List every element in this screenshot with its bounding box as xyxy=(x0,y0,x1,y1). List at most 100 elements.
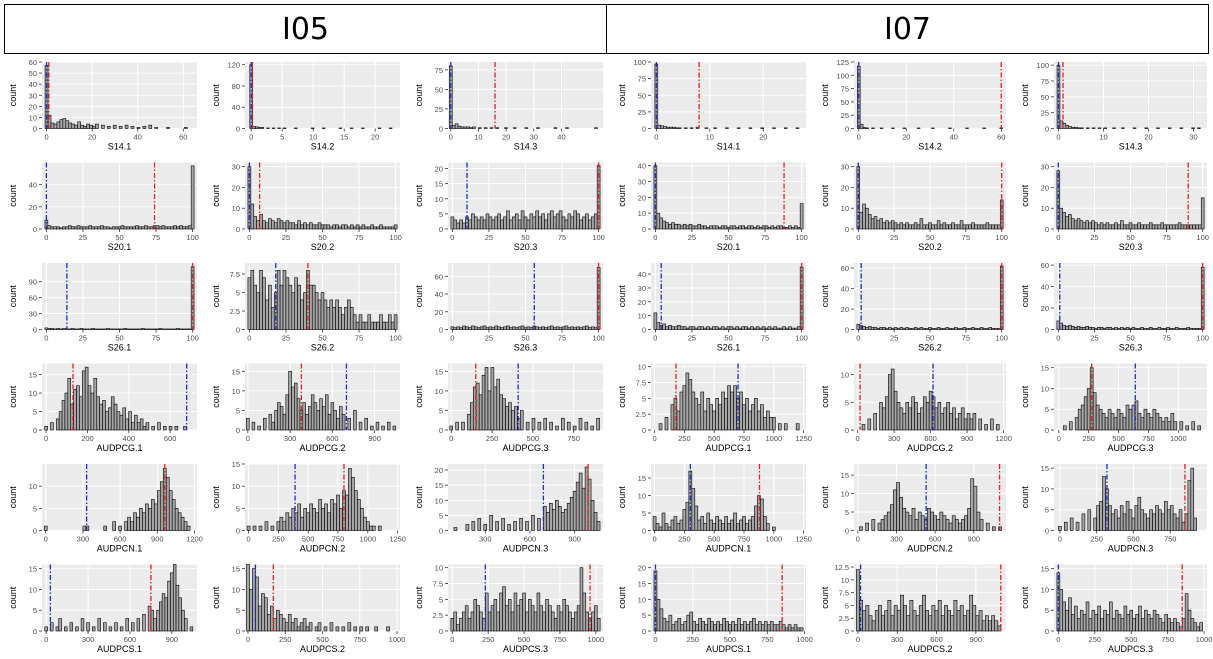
histogram-bar xyxy=(483,127,488,129)
histogram-bar xyxy=(303,222,307,230)
histogram-bar xyxy=(726,227,731,230)
histogram-bar xyxy=(697,404,702,431)
x-tick-label: 600 xyxy=(924,434,937,443)
histogram-bar xyxy=(279,406,284,431)
histogram-bar xyxy=(1173,421,1178,431)
x-tick-label: 20 xyxy=(371,133,379,142)
x-axis-label: AUDPCN.3 xyxy=(503,544,549,554)
x-tick-label: 600 xyxy=(114,535,127,544)
histogram-bar xyxy=(508,402,512,431)
histogram-bar xyxy=(1155,505,1159,531)
histogram-bar xyxy=(939,511,944,531)
histogram-bar xyxy=(668,223,672,230)
histogram-bar xyxy=(970,478,975,531)
histogram-bar xyxy=(299,622,304,632)
histogram-bar xyxy=(306,224,310,230)
y-tick-label: 5 xyxy=(439,406,443,415)
histogram-bar xyxy=(794,225,798,230)
histogram-bar xyxy=(318,499,322,531)
histogram-bar xyxy=(145,422,150,431)
histogram-bar xyxy=(1088,618,1093,632)
histogram-bar xyxy=(1172,224,1176,230)
histogram-bar xyxy=(523,216,528,230)
histogram-bar xyxy=(755,624,759,632)
y-axis-label: count xyxy=(820,285,830,308)
histogram-bar xyxy=(692,621,697,632)
histogram-bar xyxy=(591,611,595,632)
histogram-bar xyxy=(581,487,586,531)
histogram-bar xyxy=(891,127,895,129)
y-axis-label: count xyxy=(8,285,18,308)
histogram-bar xyxy=(1080,404,1085,431)
x-tick-label: 100 xyxy=(389,233,402,242)
histogram-bar xyxy=(1062,212,1066,230)
histogram-bar xyxy=(255,126,259,129)
histogram-bar xyxy=(467,618,472,632)
histogram-bar xyxy=(785,327,789,330)
histogram-bar xyxy=(119,414,124,431)
x-tick-label: 50 xyxy=(115,334,123,343)
histogram-bar xyxy=(91,328,95,330)
histogram-bar xyxy=(246,525,251,531)
histogram-bar xyxy=(928,222,932,230)
y-tick-label: 75 xyxy=(1041,77,1049,86)
histogram-bar xyxy=(513,592,518,632)
histogram-bar xyxy=(173,328,177,330)
histogram-bar xyxy=(893,222,898,230)
histogram-bar xyxy=(685,372,690,431)
histogram-bar xyxy=(1085,220,1089,230)
x-tick-label: 50 xyxy=(521,334,529,343)
histogram-bar xyxy=(76,225,81,230)
histogram-bar xyxy=(73,328,78,330)
histogram-bar xyxy=(522,592,526,632)
histogram-bar xyxy=(82,328,87,330)
histogram-bar xyxy=(652,516,657,531)
histogram-bar xyxy=(82,226,87,230)
x-tick-label: 300 xyxy=(284,434,297,443)
histogram-bar xyxy=(561,326,566,330)
y-tick-label: 10 xyxy=(29,585,37,594)
x-tick-label: 600 xyxy=(164,434,177,443)
histogram-bar xyxy=(190,165,195,230)
histogram-bar xyxy=(279,220,284,230)
histogram-bar xyxy=(130,125,135,129)
x-axis-label: AUDPCS.3 xyxy=(503,644,548,654)
x-axis-label: S14.2 xyxy=(311,142,335,152)
histogram-bar xyxy=(663,126,667,129)
histogram-bar xyxy=(85,328,90,330)
x-tick-label: 10 xyxy=(706,133,714,142)
histogram-bar xyxy=(725,621,729,632)
histogram-bar xyxy=(570,216,575,230)
y-tick-label: 125 xyxy=(836,58,849,67)
y-tick-label: 5 xyxy=(236,289,240,298)
histogram-bar xyxy=(677,223,681,230)
histogram-bar xyxy=(994,620,999,632)
histogram-bar xyxy=(1140,417,1145,431)
histogram-bar xyxy=(368,525,373,531)
histogram-bar xyxy=(170,226,174,230)
histogram-bar xyxy=(323,224,328,230)
histogram-bar xyxy=(859,123,864,129)
y-tick-label: 0 xyxy=(642,225,646,234)
y-tick-label: 20 xyxy=(232,183,240,192)
histogram-bar xyxy=(457,125,462,129)
histogram-bar xyxy=(709,519,714,531)
y-tick-label: 0 xyxy=(845,627,849,636)
y-tick-label: 0 xyxy=(236,326,240,335)
histogram-bar xyxy=(128,411,132,431)
histogram-bar xyxy=(679,326,684,330)
histogram-bar xyxy=(1193,622,1198,632)
x-tick-label: 1000 xyxy=(765,434,782,443)
histogram-bar xyxy=(69,622,74,632)
histogram-bar xyxy=(914,401,918,431)
x-tick-label: 0 xyxy=(249,133,253,142)
x-axis-label: S14.1 xyxy=(717,142,741,152)
histogram-bar xyxy=(1108,505,1112,531)
histogram-bar xyxy=(951,515,956,531)
histogram-bar xyxy=(326,307,331,330)
histogram-bar xyxy=(729,225,734,230)
histogram-bar xyxy=(462,611,466,632)
histogram-bar xyxy=(953,600,958,632)
histogram-bar xyxy=(1059,589,1064,632)
